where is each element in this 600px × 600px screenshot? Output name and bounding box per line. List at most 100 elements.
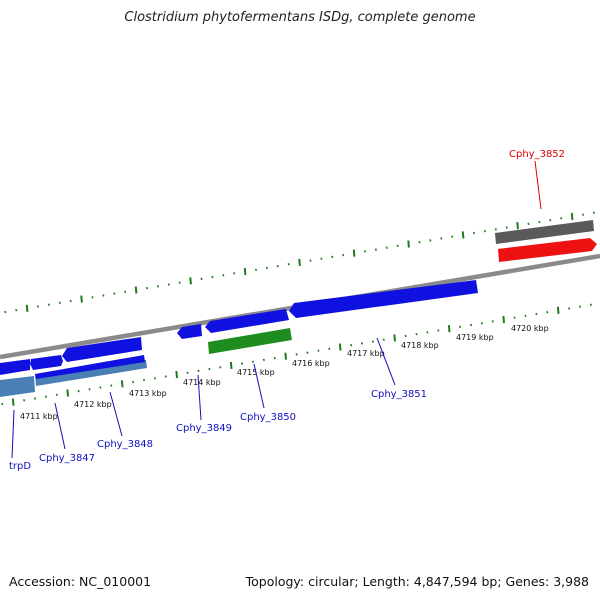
major-tick [461,231,465,239]
major-tick [570,212,574,221]
minor-tick [273,356,276,360]
minor-tick [535,312,538,316]
minor-tick [415,332,418,336]
minor-tick [513,316,516,319]
minor-tick [363,250,367,253]
leader-cphy3847 [54,402,66,450]
gene-label-cphy3849: Cphy_3849 [176,423,232,434]
minor-tick [23,399,26,402]
minor-tick [546,310,549,314]
gene-label-cphy3852: Cphy_3852 [509,149,565,160]
minor-tick [295,353,298,356]
minor-tick [164,375,167,378]
major-tick [134,286,138,294]
minor-tick [276,264,279,268]
gene-cphy3852 [498,238,597,262]
major-tick [447,325,451,333]
tick-label-4713: 4713 kbp [129,389,167,398]
major-tick [352,249,356,257]
tick-label-4712: 4712 kbp [74,400,112,409]
minor-tick [58,301,61,305]
minor-tick [251,360,255,364]
minor-tick [429,239,432,242]
minor-tick [472,231,476,235]
minor-tick [578,305,582,308]
minor-tick [480,321,483,325]
gene-cphy3847-rna [35,360,147,386]
minor-tick [568,307,571,310]
minor-tick [4,310,7,314]
gene-cphy3848-forward [62,337,142,362]
minor-tick [44,395,47,398]
minor-tick [69,299,72,303]
minor-tick [494,228,497,231]
major-tick [229,361,233,369]
minor-tick [208,367,211,371]
gene-trpD-forward [0,359,30,375]
major-tick [66,389,69,397]
minor-tick [178,281,181,284]
minor-tick [317,349,320,352]
major-tick [556,306,560,314]
minor-tick [156,285,159,288]
major-tick [175,371,178,379]
gene-cphy3850-reverse [208,328,292,354]
minor-tick [385,246,388,249]
gene-labels: trpD Cphy_3847 Cphy_3848 Cphy_3849 Cphy_… [9,149,565,472]
minor-tick [440,237,443,240]
minor-tick [505,226,508,229]
minor-tick [538,220,541,224]
minor-tick [200,277,203,281]
minor-tick [581,213,585,216]
gene-label-cphy3851: Cphy_3851 [371,389,427,400]
minor-tick [142,378,146,382]
outer-tick-ring [4,211,595,314]
gene-trpD-rna [0,376,35,397]
minor-tick [360,342,364,345]
minor-tick [145,286,149,290]
gene-cphy3849 [177,324,202,339]
minor-tick [382,338,385,341]
minor-tick [560,217,563,220]
major-tick [11,398,15,406]
tick-label-4720: 4720 kbp [511,324,549,333]
minor-tick [404,334,407,338]
major-tick [80,295,83,303]
minor-tick [77,389,80,393]
leader-trpD [11,409,15,459]
gene-label-cphy3847: Cphy_3847 [39,453,95,464]
minor-tick [331,255,334,259]
minor-tick [426,331,429,334]
minor-tick [167,283,170,286]
minor-tick [309,259,312,262]
major-tick [189,277,192,285]
minor-tick [233,272,236,275]
minor-tick [371,340,374,343]
tick-label-4719: 4719 kbp [456,333,494,342]
major-tick [393,334,396,342]
minor-tick [153,377,156,380]
minor-tick [197,369,200,373]
minor-tick [396,244,399,248]
minor-tick [222,274,225,277]
minor-tick [418,240,421,244]
minor-tick [328,347,331,351]
minor-tick [254,268,258,272]
inner-tick-ring [1,303,592,406]
minor-tick [219,366,222,369]
gene-label-cphy3848: Cphy_3848 [97,439,153,450]
minor-tick [99,386,102,389]
leader-cphy3852 [534,160,542,210]
accession-text: Accession: NC_010001 [9,574,152,589]
major-tick [284,352,287,360]
minor-tick [113,292,116,295]
minor-tick [55,393,58,397]
leader-cphy3848 [109,391,123,437]
minor-tick [592,211,595,215]
major-tick [516,222,519,230]
minor-tick [374,248,377,251]
minor-tick [241,362,244,365]
gene-label-trpD: trpD [9,461,31,472]
minor-tick [1,402,4,406]
major-tick [25,304,29,312]
